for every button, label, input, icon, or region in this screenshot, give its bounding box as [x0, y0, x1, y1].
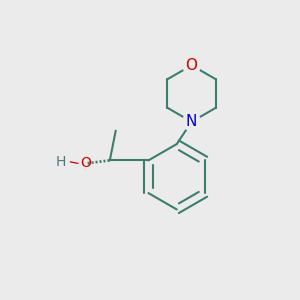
Text: N: N — [186, 114, 197, 129]
Text: O: O — [81, 156, 92, 170]
Text: O: O — [186, 58, 198, 73]
Circle shape — [183, 113, 200, 131]
Circle shape — [183, 56, 200, 74]
Text: H: H — [56, 155, 66, 169]
